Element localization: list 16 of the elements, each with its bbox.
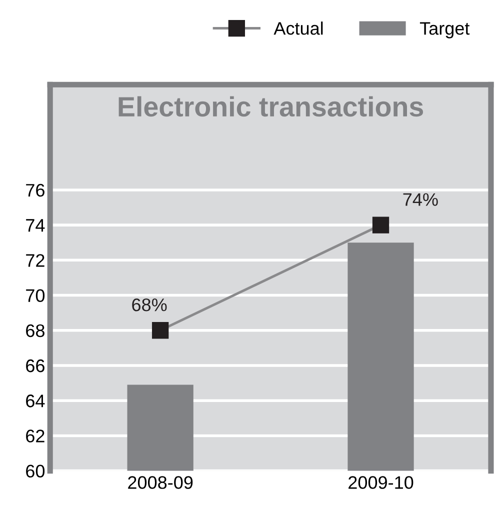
data-label: 68%	[132, 298, 167, 312]
y-tick-label: 60	[26, 464, 45, 478]
y-tick-label: 70	[26, 289, 45, 302]
chart-title: Electronic transactions	[118, 96, 424, 117]
y-tick-label: 62	[26, 430, 44, 442]
legend-label: Actual	[274, 22, 323, 35]
data-label: 74%	[403, 193, 438, 206]
x-tick-label: 2009-10	[348, 476, 414, 489]
y-tick-label: 64	[26, 394, 45, 408]
y-tick-label: 66	[26, 359, 44, 372]
x-tick-label: 2008-09	[128, 476, 193, 489]
y-tick-label: 74	[26, 219, 45, 232]
legend-label: Target	[420, 22, 470, 38]
y-tick-label: 68	[26, 324, 44, 338]
y-tick-label: 76	[26, 184, 44, 197]
y-tick-label: 72	[26, 254, 44, 267]
